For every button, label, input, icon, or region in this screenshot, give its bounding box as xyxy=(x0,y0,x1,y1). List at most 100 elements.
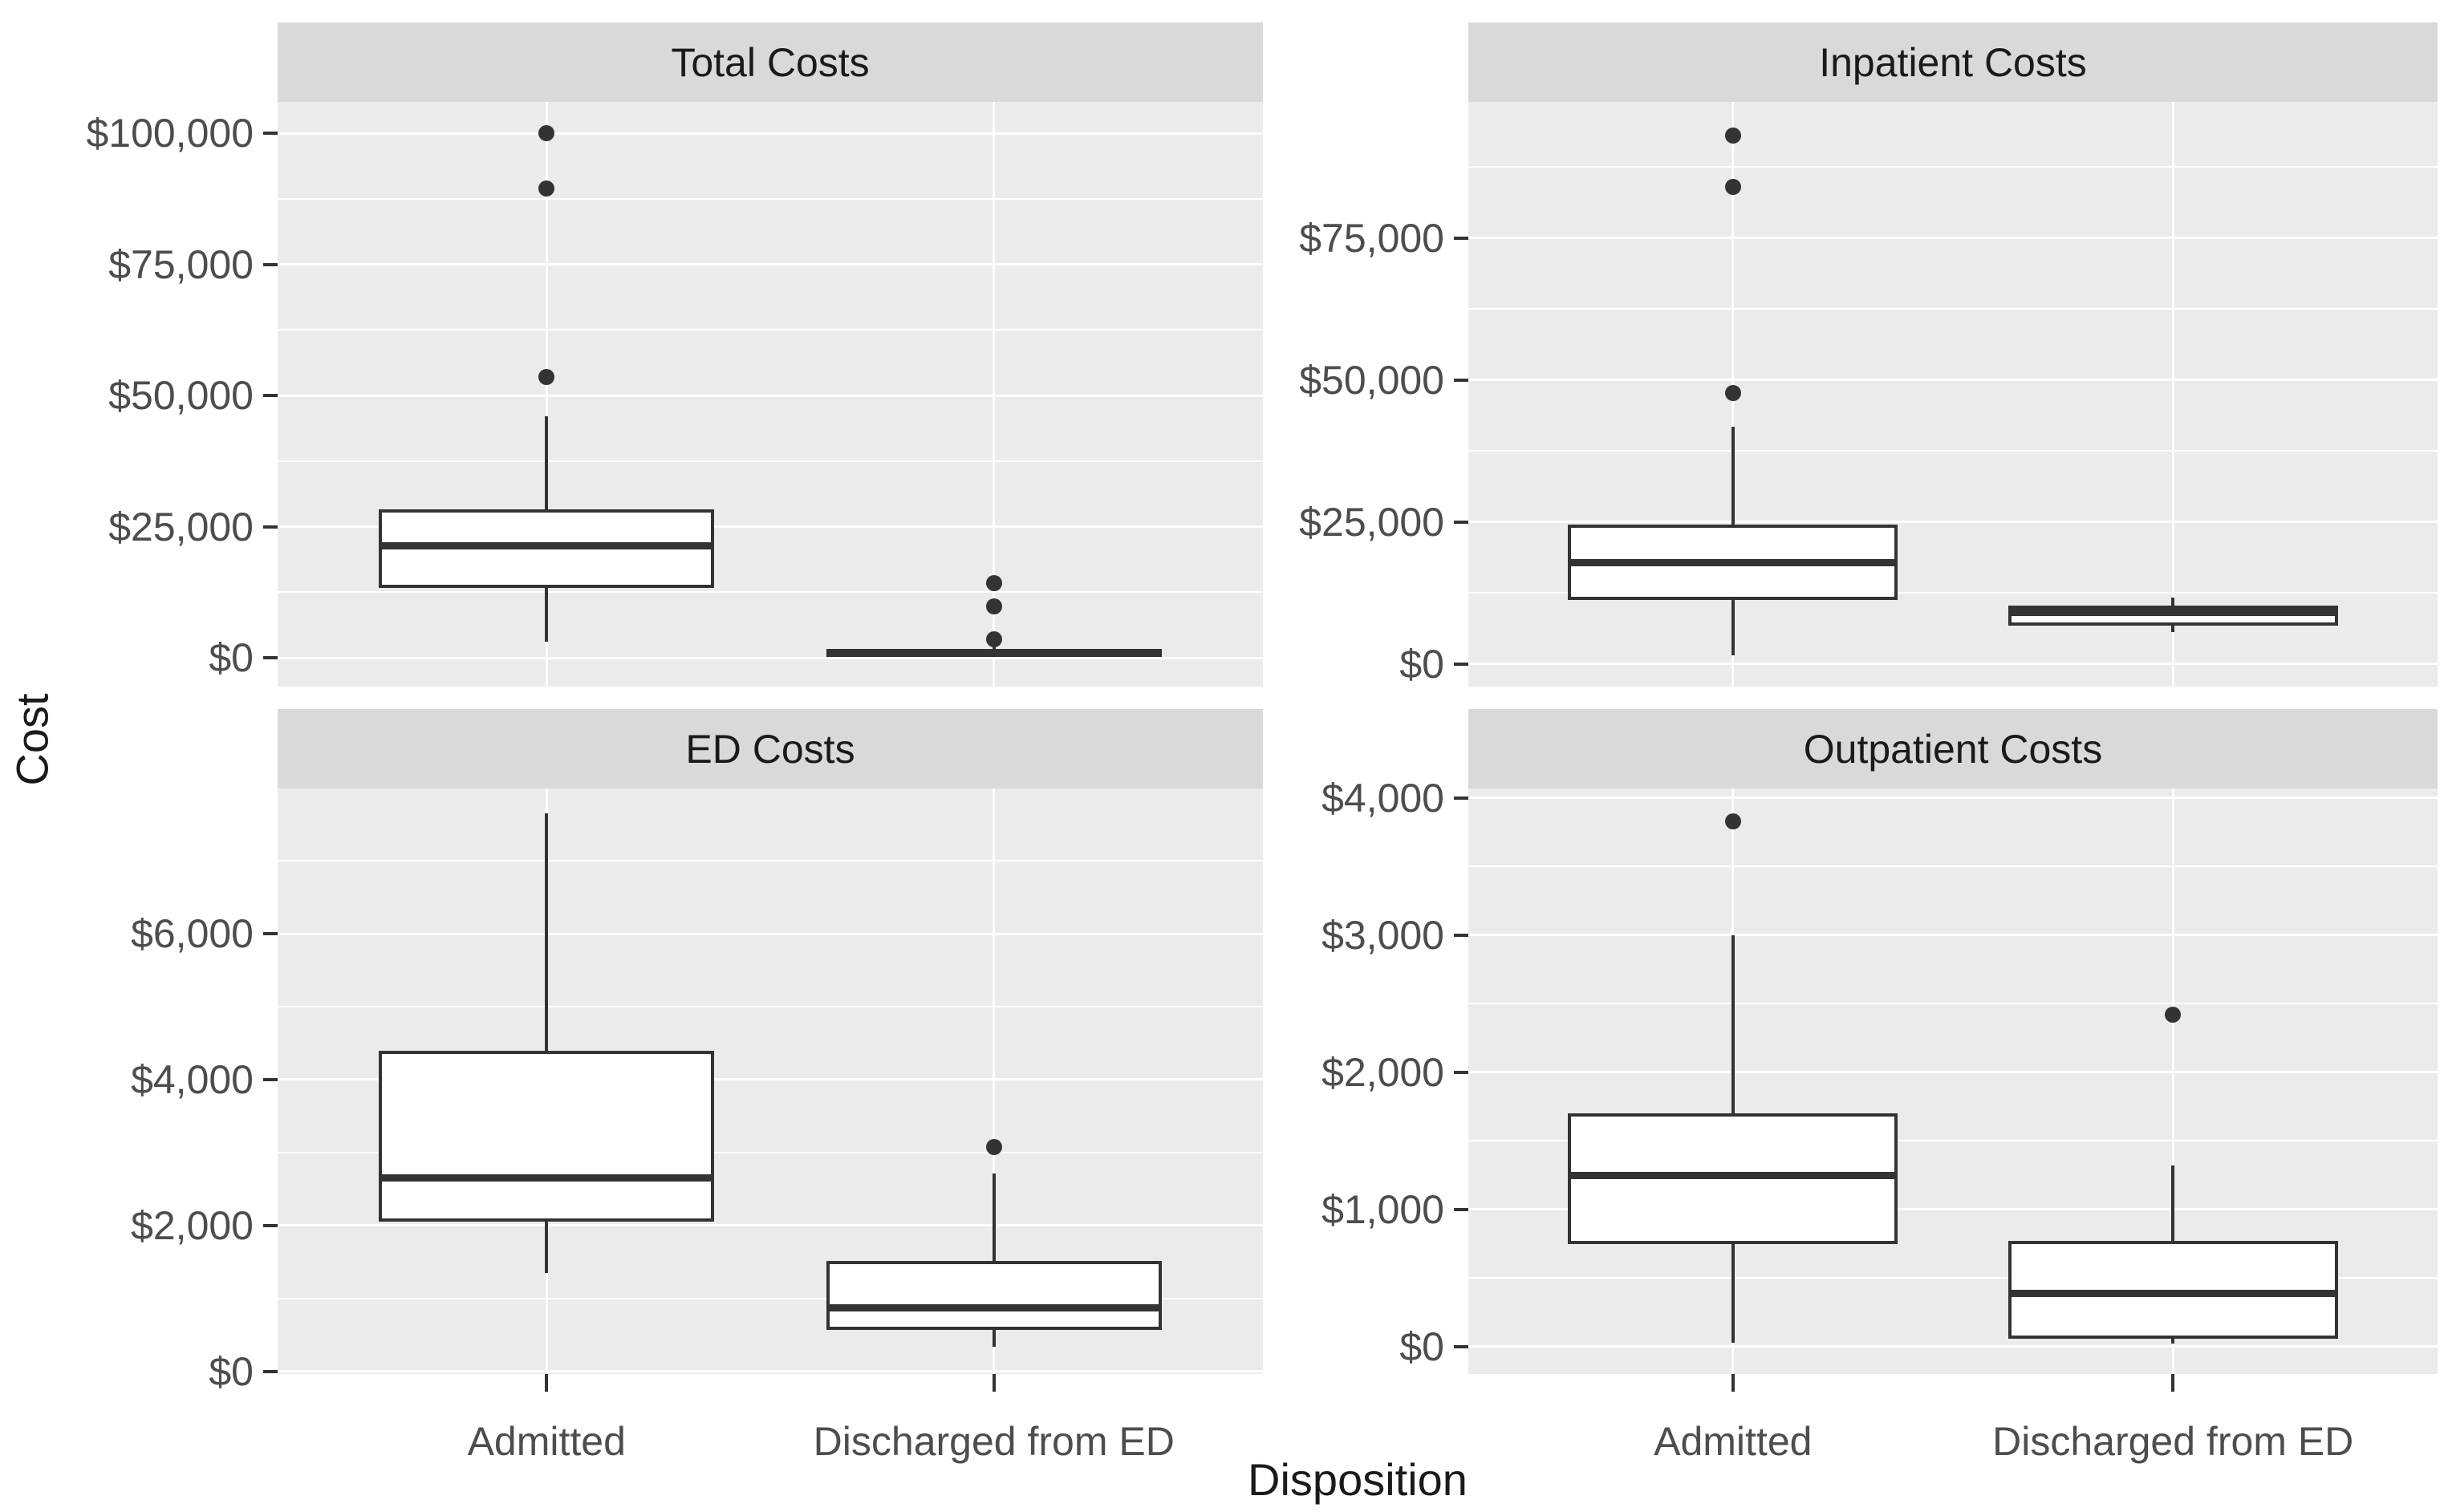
minor-gridline xyxy=(278,1005,1263,1007)
y-tick-label: $75,000 xyxy=(108,241,254,287)
y-tick-label: $0 xyxy=(209,1348,254,1394)
facet-strip-total-costs: Total Costs xyxy=(278,22,1263,102)
y-tick-label: $1,000 xyxy=(1321,1186,1444,1232)
upper-whisker-discharged-from-ed xyxy=(2171,597,2175,606)
y-tick-label: $50,000 xyxy=(108,373,254,419)
y-tick-label: $50,000 xyxy=(1299,357,1444,403)
outlier-dot xyxy=(985,598,1002,614)
minor-gridline xyxy=(1468,592,2438,594)
minor-gridline xyxy=(278,1151,1263,1153)
y-tick-mark xyxy=(263,1223,278,1227)
median-line-discharged-from-ed xyxy=(2008,1289,2338,1297)
facet-strip-ed-costs: ED Costs xyxy=(278,709,1263,788)
y-tick-mark xyxy=(1454,520,1468,524)
major-gridline xyxy=(278,1370,1263,1373)
lower-whisker-discharged-from-ed xyxy=(2171,1338,2175,1344)
major-gridline xyxy=(278,394,1263,397)
y-tick-label: $25,000 xyxy=(108,504,254,549)
major-gridline xyxy=(278,263,1263,266)
outlier-dot xyxy=(985,631,1002,648)
major-gridline xyxy=(1468,379,2438,382)
x-tick-mark xyxy=(2171,1374,2175,1392)
minor-gridline xyxy=(1468,1277,2438,1279)
median-line-discharged-from-ed xyxy=(826,1304,1162,1312)
major-gridline xyxy=(1468,521,2438,524)
x-tick-mark xyxy=(1731,1374,1735,1392)
minor-gridline xyxy=(1468,308,2438,310)
y-tick-mark xyxy=(263,1077,278,1081)
major-gridline xyxy=(1468,237,2438,240)
y-tick-mark xyxy=(263,1369,278,1373)
x-tick-label-discharged-from-ed: Discharged from ED xyxy=(1992,1419,2354,1464)
lower-whisker-discharged-from-ed xyxy=(992,1329,996,1347)
outlier-dot xyxy=(1724,128,1741,144)
major-gridline xyxy=(1468,1208,2438,1211)
x-tick-mark xyxy=(545,1374,549,1392)
outlier-dot xyxy=(1724,385,1741,402)
median-line-admitted xyxy=(379,541,714,549)
minor-gridline xyxy=(278,197,1263,200)
y-tick-mark xyxy=(1454,662,1468,666)
median-line-admitted xyxy=(379,1174,714,1182)
lower-whisker-admitted xyxy=(1731,1243,1735,1343)
category-gridline xyxy=(545,102,548,687)
major-gridline xyxy=(1468,934,2438,937)
outlier-dot xyxy=(1724,179,1741,196)
lower-whisker-admitted xyxy=(545,588,549,642)
facet-strip-title: Outpatient Costs xyxy=(1803,726,2103,772)
major-gridline xyxy=(278,525,1263,529)
lower-whisker-discharged-from-ed xyxy=(2171,626,2175,632)
y-tick-mark xyxy=(263,525,278,529)
outlier-dot xyxy=(1724,813,1741,830)
y-tick-mark xyxy=(1454,1070,1468,1074)
y-tick-mark xyxy=(263,394,278,398)
upper-whisker-discharged-from-ed xyxy=(992,1174,996,1261)
median-line-discharged-from-ed xyxy=(2008,609,2338,617)
major-gridline xyxy=(278,932,1263,935)
category-gridline xyxy=(993,788,996,1374)
y-tick-label: $2,000 xyxy=(131,1202,254,1248)
minor-gridline xyxy=(278,329,1263,331)
panel-ed-costs xyxy=(278,788,1263,1374)
x-tick-label-discharged-from-ed: Discharged from ED xyxy=(813,1419,1175,1464)
y-tick-mark xyxy=(1454,1344,1468,1348)
median-line-admitted xyxy=(1568,1171,1898,1179)
upper-whisker-admitted xyxy=(545,813,549,1051)
facet-strip-title: Inpatient Costs xyxy=(1819,39,2087,85)
panel-inpatient-costs xyxy=(1468,102,2438,687)
upper-whisker-discharged-from-ed xyxy=(992,646,996,651)
upper-whisker-admitted xyxy=(1731,426,1735,525)
category-gridline xyxy=(993,102,996,687)
y-tick-mark xyxy=(1454,933,1468,937)
upper-whisker-admitted xyxy=(1731,934,1735,1114)
y-tick-label: $100,000 xyxy=(86,111,254,156)
outlier-dot xyxy=(985,1138,1002,1155)
y-axis-title: Cost xyxy=(6,693,58,786)
minor-gridline xyxy=(278,1297,1263,1299)
iqr-box-admitted xyxy=(379,1050,714,1222)
iqr-box-discharged-from-ed xyxy=(826,1260,1162,1330)
y-tick-label: $6,000 xyxy=(131,911,254,957)
outlier-dot xyxy=(538,180,555,197)
x-tick-label-admitted: Admitted xyxy=(467,1419,626,1464)
y-tick-mark xyxy=(1454,236,1468,240)
minor-gridline xyxy=(1468,1140,2438,1142)
category-gridline xyxy=(2171,788,2174,1374)
x-tick-mark xyxy=(992,1374,996,1392)
panel-total-costs xyxy=(278,102,1263,687)
major-gridline xyxy=(278,656,1263,659)
minor-gridline xyxy=(1468,450,2438,452)
category-gridline xyxy=(2171,102,2174,687)
median-line-discharged-from-ed xyxy=(826,649,1162,657)
y-tick-label: $0 xyxy=(209,635,254,681)
outlier-dot xyxy=(2165,1007,2182,1024)
lower-whisker-admitted xyxy=(1731,599,1735,656)
minor-gridline xyxy=(1468,166,2438,168)
major-gridline xyxy=(278,1224,1263,1227)
upper-whisker-admitted xyxy=(545,416,549,509)
panel-outpatient-costs xyxy=(1468,788,2438,1374)
major-gridline xyxy=(278,132,1263,135)
facet-strip-outpatient-costs: Outpatient Costs xyxy=(1468,709,2438,788)
y-tick-mark xyxy=(1454,1207,1468,1211)
